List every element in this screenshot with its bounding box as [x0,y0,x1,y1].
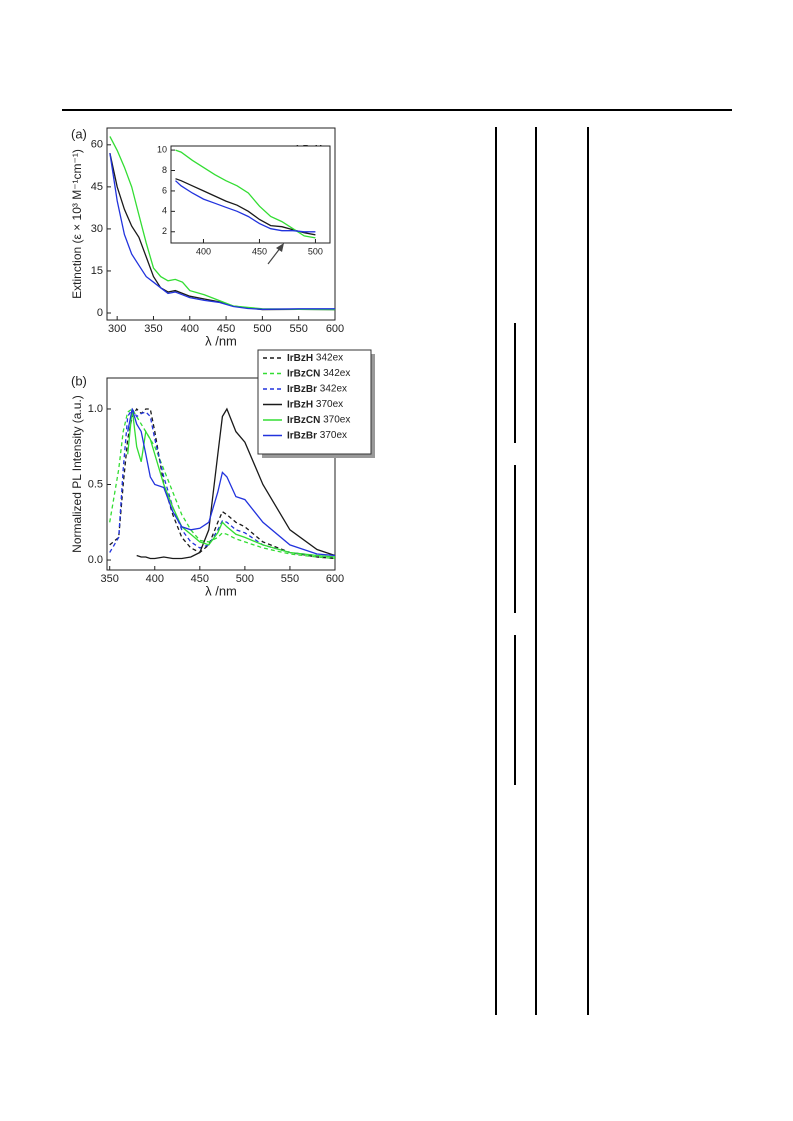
x-tick-label: 550 [290,323,308,335]
y-tick-label: 6 [162,185,167,195]
y-tick-label: 15 [91,265,103,277]
x-tick-label: 500 [236,573,254,585]
y-tick-label: 60 [91,139,103,151]
legend-label: IrBzCN 370ex [287,415,350,426]
x-tick-label: 400 [196,246,211,256]
x-tick-label: 500 [308,246,323,256]
legend-label: IrBzH 342ex [287,353,343,364]
plot-frame [106,377,336,571]
y-tick-label: 10 [157,144,167,154]
x-tick-label: 400 [181,323,199,335]
y-tick-label: 4 [162,206,167,216]
series-line [175,178,316,236]
y-axis-label: Normalized PL Intensity (a.u.) [70,395,84,553]
y-tick-label: 0.5 [88,478,103,490]
x-tick-label: 450 [217,323,235,335]
panel-label: (a) [71,126,87,141]
inset-arrowhead [276,243,284,252]
panel-label: (b) [71,373,87,388]
y-axis-label: Extinction (ε × 10³ M⁻¹cm⁻¹) [70,149,84,299]
series-line [109,408,336,560]
legend-label: IrBzBr 370ex [287,430,347,441]
x-tick-label: 550 [281,573,299,585]
series-line [109,153,335,310]
x-tick-label: 600 [326,323,344,335]
series-line [127,408,336,558]
x-tick-label: 300 [108,323,126,335]
x-tick-label: 400 [146,573,164,585]
legend-label: IrBzBr 342ex [287,384,347,395]
plot-frame [106,127,336,321]
y-tick-label: 45 [91,181,103,193]
x-tick-label: 450 [191,573,209,585]
plot-frame [170,145,331,244]
series-line [109,136,336,311]
y-tick-label: 1.0 [88,403,103,415]
y-tick-label: 0.0 [88,554,103,566]
y-tick-label: 2 [162,226,167,236]
series-line [175,149,316,239]
series-line [127,408,336,557]
x-tick-label: 450 [252,246,267,256]
legend-label: IrBzCN 342ex [287,368,350,379]
y-tick-label: 8 [162,165,167,175]
x-axis-label: λ /nm [205,583,237,598]
legend-label: IrBzH 370ex [287,399,343,410]
series-line [136,407,336,560]
x-tick-label: 500 [253,323,271,335]
legend-box [257,349,372,455]
series-line [175,180,316,233]
x-tick-label: 350 [144,323,162,335]
x-tick-label: 600 [326,573,344,585]
series-line [109,407,336,560]
y-tick-label: 0 [97,307,103,319]
y-tick-label: 30 [91,223,103,235]
x-tick-label: 350 [101,573,119,585]
x-axis-label: λ /nm [205,333,237,348]
